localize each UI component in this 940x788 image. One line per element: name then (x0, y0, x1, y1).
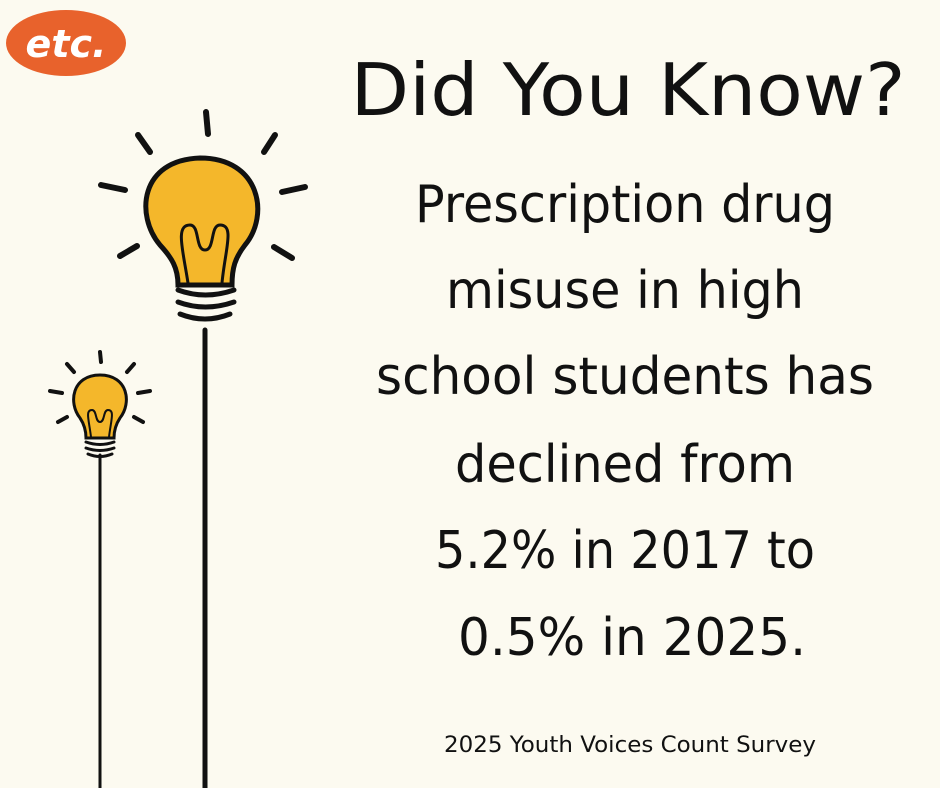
logo-badge (6, 10, 126, 76)
title: Did You Know? (351, 48, 906, 132)
body-line: 5.2% in 2017 to (435, 521, 815, 581)
logo: etc. (6, 10, 126, 76)
logo-text: etc. (26, 22, 107, 66)
body-line: 0.5% in 2025. (458, 608, 806, 668)
source: 2025 Youth Voices Count Survey (444, 733, 816, 758)
body-line: Prescription drug (415, 175, 835, 235)
body-line: school students has (376, 347, 874, 407)
body-text: Prescription drug misuse in high school st… (376, 175, 874, 668)
body-line: misuse in high (446, 261, 804, 321)
small-bulb (48, 350, 152, 788)
body-line: declined from (455, 435, 795, 495)
big-bulb (98, 109, 308, 788)
